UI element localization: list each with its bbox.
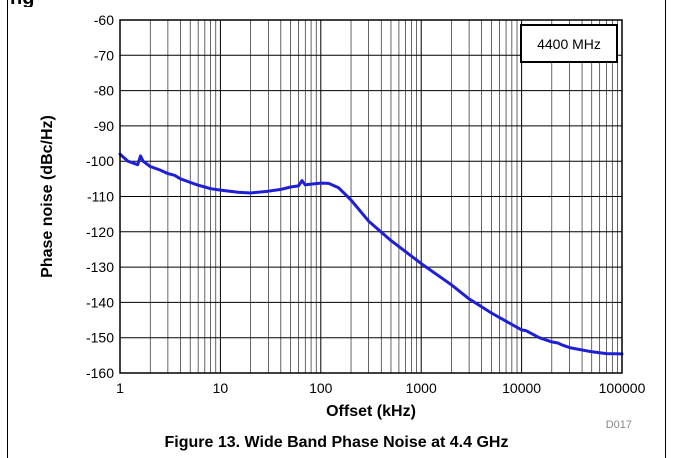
x-tick-label: 100000 [599, 380, 646, 396]
x-tick-label: 1 [116, 380, 124, 396]
legend-label: 4400 MHz [537, 36, 601, 52]
y-tick-label: -110 [87, 189, 114, 205]
section-heading-fragment: ng [10, 0, 34, 7]
y-axis-label: Phase noise (dBc/Hz) [39, 115, 56, 278]
plot-border [119, 19, 623, 374]
y-tick-label: -160 [86, 365, 114, 381]
figure-caption: Figure 13. Wide Band Phase Noise at 4.4 … [164, 434, 509, 451]
figure-id: D017 [606, 419, 632, 431]
y-tick-label: -70 [94, 47, 114, 63]
phase-noise-chart: 1 10 100 1000 10000 100000 -60 -70 -80 -90 -100 -11… [39, 12, 646, 431]
x-tick-label: 10 [213, 380, 229, 396]
y-tick-label: -80 [94, 83, 114, 99]
legend-box [520, 24, 618, 63]
x-axis-label: Offset (kHz) [326, 403, 416, 420]
y-tick-label: -120 [86, 224, 114, 240]
page-frame-left [7, 0, 8, 458]
y-tick-label: -150 [86, 330, 114, 346]
x-tick-label: 1000 [406, 380, 437, 396]
y-tick-label: -130 [86, 259, 114, 275]
page-frame-right [665, 0, 666, 458]
x-tick-label: 100 [309, 380, 333, 396]
y-tick-label: -100 [86, 153, 114, 169]
y-tick-label: -140 [86, 294, 114, 310]
y-tick-label: -90 [94, 118, 114, 134]
x-tick-label: 10000 [502, 380, 541, 396]
series-line [118, 152, 624, 356]
y-tick-label: -60 [94, 12, 114, 28]
